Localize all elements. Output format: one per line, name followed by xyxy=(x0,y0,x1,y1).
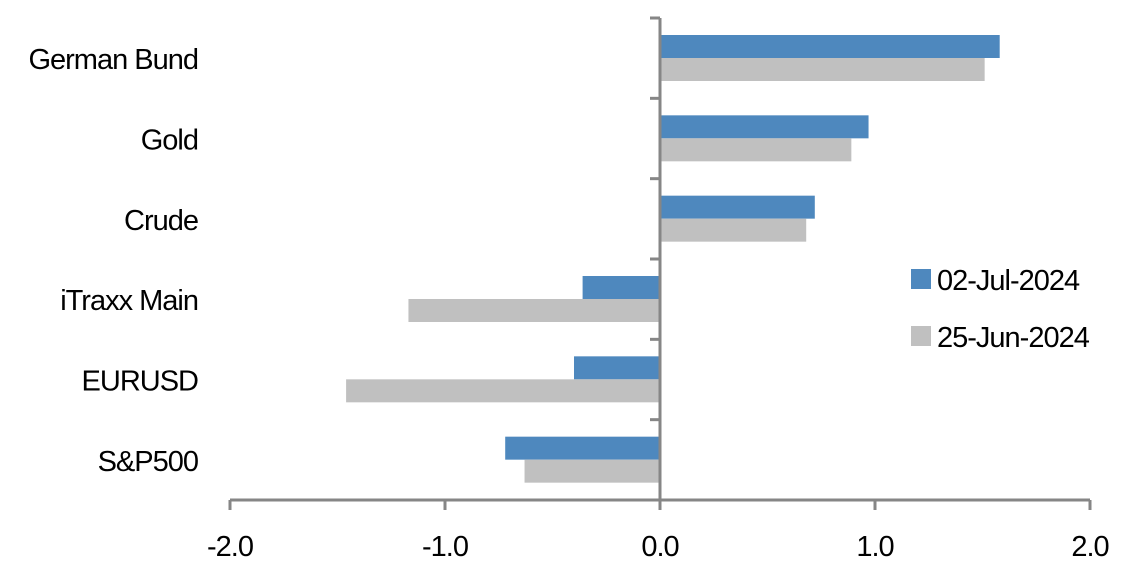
x-tick-label: 2.0 xyxy=(1071,531,1108,563)
bar-series-1 xyxy=(582,276,660,299)
x-tick-label: -1.0 xyxy=(422,531,468,563)
x-tick-label: 0.0 xyxy=(641,531,678,563)
bar-series-1 xyxy=(660,195,815,219)
bar-series-2 xyxy=(660,218,807,242)
bar-series-2 xyxy=(408,299,660,322)
bar-series-1 xyxy=(660,35,1000,58)
category-label: German Bund xyxy=(28,44,198,76)
bar-series-1 xyxy=(574,356,660,380)
category-label: iTraxx Main xyxy=(60,285,198,317)
bar-series-1 xyxy=(505,436,660,460)
legend-label: 25-Jun-2024 xyxy=(937,322,1090,354)
legend-swatch xyxy=(911,269,931,289)
bar-series-2 xyxy=(346,379,660,403)
bar-series-1 xyxy=(660,115,869,139)
category-label: Crude xyxy=(124,205,198,237)
category-label: S&P500 xyxy=(98,446,198,478)
x-tick-label: -2.0 xyxy=(207,531,253,563)
category-label: Gold xyxy=(141,125,198,157)
legend-swatch xyxy=(911,326,931,346)
bar-series-2 xyxy=(524,459,660,483)
legend-label: 02-Jul-2024 xyxy=(937,265,1080,297)
bar-series-2 xyxy=(660,138,852,162)
x-tick-label: 1.0 xyxy=(856,531,893,563)
category-label: EURUSD xyxy=(82,366,199,398)
bar-series-2 xyxy=(660,58,985,81)
